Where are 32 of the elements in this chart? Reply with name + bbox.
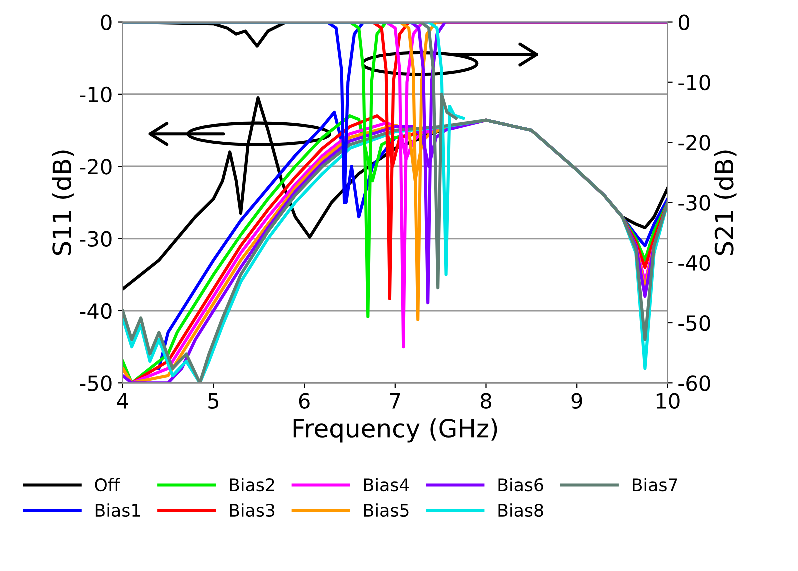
legend-label: Bias4 (364, 478, 410, 492)
x-axis-title: Frequency (GHz) (294, 418, 498, 443)
y-axis-title: S11 (dB) (52, 150, 74, 256)
y2-tick-label: -50 (678, 315, 710, 332)
y-tick-label: -20 (80, 159, 112, 175)
y2-axis-title: S21 (dB) (714, 150, 737, 256)
legend-label: Bias3 (230, 504, 275, 518)
y2-tick-label: -20 (678, 135, 710, 151)
y2-tick-label: -60 (678, 376, 710, 392)
x-tick-label: 4 (117, 394, 128, 409)
y-tick-label: 0 (101, 14, 112, 30)
legend-label: Bias2 (230, 478, 274, 492)
x-tick-label: 10 (656, 393, 680, 409)
legend-label: Bias1 (96, 504, 140, 518)
y2-tick-label: -30 (678, 195, 710, 211)
y2-tick-label: -10 (678, 74, 710, 91)
x-tick-label: 8 (481, 393, 492, 409)
legend-label: Off (95, 478, 120, 492)
x-tick-label: 5 (208, 394, 219, 409)
legend-label: Bias5 (364, 504, 409, 518)
legend-label: Bias8 (498, 504, 544, 518)
y2-tick-label: -40 (678, 255, 710, 272)
legend-label: Bias7 (633, 478, 678, 492)
x-tick-label: 9 (572, 393, 582, 409)
y-tick-label: -40 (80, 303, 112, 320)
y-tick-label: -10 (80, 86, 112, 103)
y2-tick-label: 0 (679, 14, 690, 30)
legend-label: Bias6 (498, 478, 544, 492)
y-tick-label: -50 (80, 376, 112, 392)
x-tick-label: 7 (390, 394, 400, 409)
y-tick-label: -30 (80, 231, 112, 248)
x-tick-label: 6 (299, 393, 310, 409)
